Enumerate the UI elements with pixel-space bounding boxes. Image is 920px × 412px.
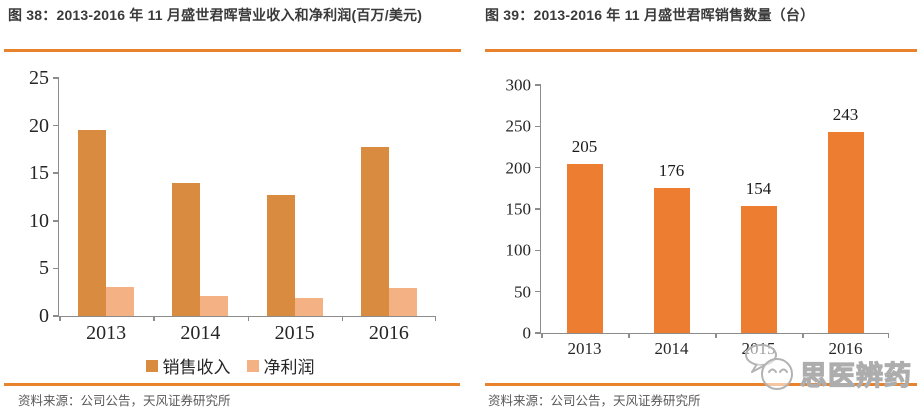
bar-series-0-2016 xyxy=(360,146,389,316)
figure-38-bar-chart: 0 5 10 15 20 25 2013 2014 2015 2016 xyxy=(29,68,436,343)
y-axis-tick xyxy=(535,84,541,86)
x-axis-label: 2016 xyxy=(828,339,863,358)
y-axis-tick xyxy=(535,166,541,169)
figure-39-bar-chart: 0 50 100 150 200 250 300 2013 205 2014 176 2015 154 2… xyxy=(506,77,889,357)
profit-swatch-icon xyxy=(246,359,259,372)
bar-value-label: 154 xyxy=(745,178,772,198)
figure-39-panel: 图 39：2013-2016 年 11 月盛世君晖销售数量（台） 0 50 100 1… xyxy=(460,0,920,412)
y-axis-tick-label: 300 xyxy=(505,75,532,95)
y-axis-tick xyxy=(53,267,59,270)
figure-39-title: 图 39：2013-2016 年 11 月盛世君晖销售数量（台） xyxy=(485,7,815,23)
figure-39-source: 资料来源：公司公告，天风证券研究所 xyxy=(488,394,701,408)
legend-item-profit: 净利润 xyxy=(246,353,315,378)
bar-value-label: 205 xyxy=(571,136,598,156)
legend-item-revenue: 销售收入 xyxy=(145,353,231,378)
bar-series-1-2016 xyxy=(388,288,417,316)
x-axis-tick xyxy=(341,316,344,321)
y-axis-tick-label: 5 xyxy=(39,257,49,280)
figure-38-source: 资料来源：公司公告，天风证券研究所 xyxy=(18,394,231,408)
x-axis-tick xyxy=(887,333,889,338)
x-axis-label: 2015 xyxy=(274,322,315,344)
figure-38-legend: 销售收入 净利润 xyxy=(0,353,460,378)
y-axis-tick-label: 100 xyxy=(505,240,532,260)
y-axis-tick xyxy=(535,249,541,252)
bar-series-0-2013 xyxy=(566,163,603,333)
bar-series-0-2016 xyxy=(827,132,864,333)
y-axis-tick xyxy=(53,172,59,174)
bar-value-label: 176 xyxy=(658,160,685,180)
x-axis-label: 2013 xyxy=(86,322,127,344)
x-axis-tick xyxy=(628,333,630,338)
figure-38-title: 图 38：2013-2016 年 11 月盛世君晖营业收入和净利润(百万/美元) xyxy=(8,7,423,23)
y-axis-tick-label: 200 xyxy=(505,158,532,178)
x-axis-tick xyxy=(153,316,155,321)
y-axis-tick-label: 250 xyxy=(505,116,532,136)
y-axis-tick-label: 20 xyxy=(29,114,49,137)
x-axis-tick xyxy=(434,316,436,321)
x-axis-label: 2014 xyxy=(180,322,221,344)
y-axis-tick xyxy=(53,77,59,79)
figure-39-bottom-divider xyxy=(485,383,917,386)
figure-38-top-divider xyxy=(4,49,461,52)
revenue-swatch-icon xyxy=(145,359,158,372)
x-axis-label: 2014 xyxy=(654,339,689,358)
y-axis-tick xyxy=(535,125,541,128)
x-axis-label: 2013 xyxy=(567,339,602,358)
legend-label-revenue: 销售收入 xyxy=(162,358,231,377)
x-axis-tick xyxy=(59,316,61,321)
bar-series-1-2015 xyxy=(294,297,323,316)
y-axis-tick xyxy=(535,332,541,334)
bar-series-0-2013 xyxy=(78,130,107,316)
bar-series-0-2014 xyxy=(653,187,690,333)
y-axis-tick-label: 50 xyxy=(514,282,531,302)
y-axis-tick-label: 25 xyxy=(29,67,49,89)
bar-series-0-2014 xyxy=(172,182,201,316)
figure-38-bottom-divider xyxy=(4,383,460,386)
y-axis-tick-label: 10 xyxy=(29,209,49,232)
y-axis-tick-label: 0 xyxy=(39,305,49,327)
y-axis-tick-label: 0 xyxy=(522,323,532,343)
x-axis-tick xyxy=(541,333,543,338)
y-axis-tick xyxy=(53,124,59,127)
x-axis-label: 2016 xyxy=(368,322,409,344)
bar-series-0-2015 xyxy=(266,195,295,316)
figure-38-panel: 图 38：2013-2016 年 11 月盛世君晖营业收入和净利润(百万/美元)… xyxy=(0,7,461,408)
bar-series-1-2013 xyxy=(106,287,135,316)
y-axis-tick xyxy=(535,208,541,210)
bar-value-label: 243 xyxy=(832,105,859,125)
y-axis-tick-label: 150 xyxy=(505,199,532,219)
y-axis-tick xyxy=(53,315,59,317)
bar-series-1-2014 xyxy=(200,296,229,316)
legend-label-profit: 净利润 xyxy=(263,358,315,377)
x-axis-tick xyxy=(247,316,249,321)
x-axis-label: 2015 xyxy=(741,339,776,358)
figure-39-top-divider xyxy=(485,49,917,52)
y-axis-tick xyxy=(535,290,541,293)
x-axis-tick xyxy=(802,333,804,338)
y-axis-tick-label: 15 xyxy=(29,162,49,185)
x-axis-tick xyxy=(715,333,717,338)
y-axis-tick xyxy=(53,220,59,222)
bar-series-0-2015 xyxy=(740,205,777,333)
